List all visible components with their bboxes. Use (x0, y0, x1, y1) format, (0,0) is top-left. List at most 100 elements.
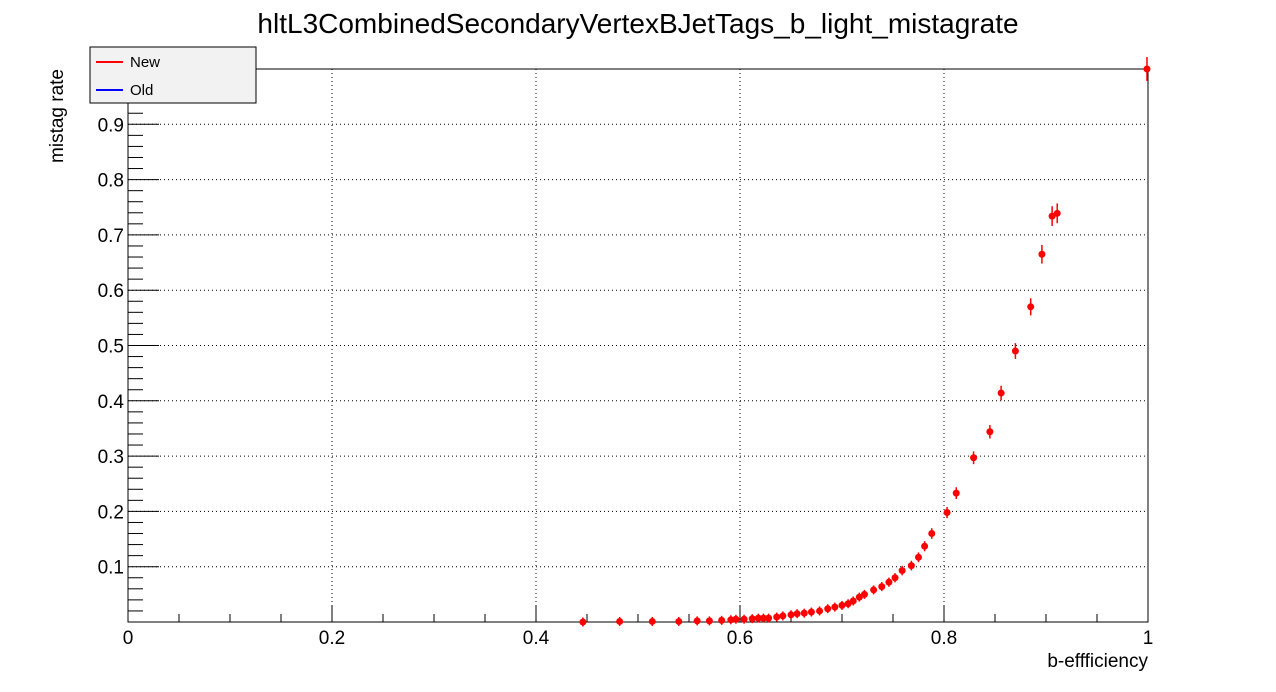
point-marker (943, 509, 951, 517)
point-marker (1011, 347, 1019, 355)
data-point (816, 606, 824, 616)
point-marker (824, 605, 832, 613)
point-marker (891, 574, 899, 582)
data-point (675, 616, 683, 626)
data-point (718, 615, 726, 625)
y-tick-label: 0.3 (98, 447, 124, 468)
data-point (928, 528, 936, 539)
data-point (1011, 343, 1019, 359)
data-points (579, 57, 1151, 627)
point-marker (705, 617, 713, 625)
y-tick-label: 0.6 (98, 281, 124, 302)
legend-box (89, 46, 257, 104)
point-marker (860, 590, 868, 598)
data-point (793, 609, 801, 619)
y-tick-labels: 0.1 0.2 0.3 0.4 0.5 0.6 0.7 0.8 0.9 (98, 115, 125, 578)
point-marker (885, 578, 893, 586)
y-axis-label: mistag rate (47, 69, 68, 163)
point-marker (838, 601, 846, 609)
point-marker (870, 586, 878, 594)
point-marker (787, 611, 795, 619)
data-point (787, 610, 795, 620)
point-marker (718, 616, 726, 624)
point-marker (952, 489, 960, 497)
point-marker (816, 607, 824, 615)
data-point (986, 425, 994, 439)
data-point (773, 612, 781, 622)
data-point (732, 614, 740, 624)
point-marker (759, 614, 767, 622)
x-tick-label: 0.8 (931, 628, 957, 649)
point-marker (648, 617, 656, 625)
data-point (779, 611, 787, 621)
x-tick-label: 0.4 (523, 628, 550, 649)
point-marker (921, 542, 929, 550)
data-point (1053, 203, 1061, 224)
point-marker (616, 617, 624, 625)
x-tick-labels: 0 0.2 0.4 0.6 0.8 1 (123, 628, 1154, 649)
data-point (870, 585, 878, 595)
data-point (748, 614, 756, 624)
data-point (831, 602, 839, 612)
data-point (824, 604, 832, 614)
point-marker (855, 593, 863, 601)
data-point (740, 614, 748, 624)
data-point (705, 616, 713, 626)
data-point (579, 617, 587, 627)
y-tick-label: 0.8 (98, 171, 124, 192)
point-marker (1143, 65, 1151, 73)
point-marker (773, 613, 781, 621)
point-marker (675, 617, 683, 625)
point-marker (793, 610, 801, 618)
y-tick-label: 0.2 (98, 502, 124, 523)
point-marker (693, 617, 701, 625)
point-marker (970, 454, 978, 462)
point-marker (844, 600, 852, 608)
data-point (838, 600, 846, 610)
y-tick-label: 0.4 (98, 392, 125, 413)
point-marker (765, 614, 773, 622)
legend-label: New (130, 54, 160, 71)
x-tick-label: 0.6 (727, 628, 753, 649)
point-marker (907, 562, 915, 570)
data-point (1038, 244, 1046, 264)
point-marker (915, 553, 922, 561)
data-point (1143, 57, 1151, 81)
point-marker (849, 597, 857, 605)
data-point (952, 487, 960, 500)
data-point (759, 613, 767, 623)
data-point (754, 613, 762, 623)
point-marker (779, 612, 787, 620)
data-point (943, 506, 951, 519)
chart-title: hltL3CombinedSecondaryVertexBJetTags_b_l… (257, 8, 1018, 39)
grid (128, 69, 1148, 622)
point-marker (579, 618, 587, 626)
data-point (693, 616, 701, 626)
data-point (727, 615, 735, 625)
point-marker (807, 608, 815, 616)
point-marker (878, 583, 886, 591)
data-point (878, 582, 886, 592)
x-axis-label: b-effficiency (1047, 651, 1148, 672)
x-tick-label: 0 (123, 628, 134, 649)
data-point (915, 552, 922, 563)
point-marker (831, 603, 839, 611)
point-marker (1027, 303, 1035, 311)
data-point (997, 385, 1005, 401)
point-marker (1038, 250, 1046, 258)
data-point (648, 616, 656, 626)
legend-label: Old (130, 82, 153, 99)
legend: New Old (89, 46, 257, 104)
data-point (765, 613, 773, 623)
axis-ticks (127, 79, 1149, 622)
point-marker (1048, 212, 1056, 220)
data-point (898, 565, 906, 576)
data-point (891, 573, 899, 583)
data-point (800, 608, 808, 618)
y-tick-label: 0.7 (98, 226, 124, 247)
point-marker (748, 615, 756, 623)
data-point (921, 541, 929, 552)
y-tick-label: 0.9 (98, 115, 124, 136)
x-tick-label: 1 (1143, 628, 1154, 649)
